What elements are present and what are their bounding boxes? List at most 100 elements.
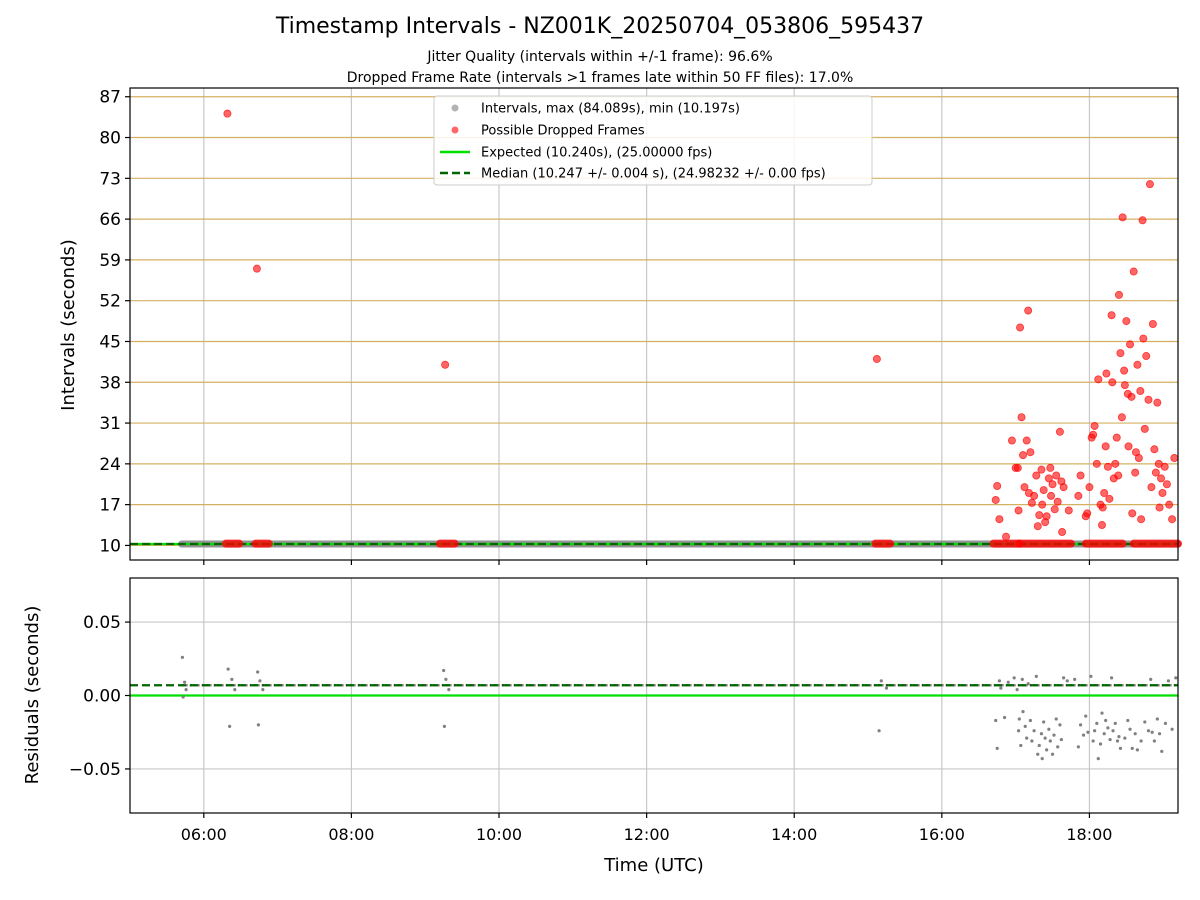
intervals-y-tick-label: 38	[99, 373, 121, 393]
legend-label-median: Median (10.247 +/- 0.004 s), (24.98232 +…	[481, 167, 826, 182]
dropped-frame-point	[1155, 503, 1164, 512]
dropped-frame-point	[1137, 515, 1146, 524]
dropped-frame-point	[1024, 306, 1033, 315]
dropped-frame-point	[1007, 436, 1016, 445]
residual-point	[1106, 726, 1110, 730]
y-axis-label-intervals: Intervals (seconds)	[58, 239, 79, 411]
residual-point	[1160, 749, 1164, 753]
dropped-frame-point	[1026, 448, 1035, 457]
dropped-frame-point	[1055, 427, 1064, 436]
dropped-frame-subtitle: Dropped Frame Rate (intervals >1 frames …	[346, 70, 854, 86]
residual-point	[230, 677, 234, 681]
residual-point	[1006, 680, 1010, 684]
residual-point	[1117, 735, 1121, 739]
legend-label-dropped: Possible Dropped Frames	[481, 124, 645, 139]
residual-point	[1058, 723, 1062, 727]
residual-point	[1016, 729, 1021, 733]
dropped-frame-point	[1136, 387, 1145, 396]
dropped-frame-point	[1126, 340, 1135, 349]
residual-point	[1034, 674, 1038, 679]
residual-point	[226, 667, 230, 671]
dropped-frame-point	[1118, 213, 1127, 222]
x-tick-label: 14:00	[771, 825, 817, 844]
residual-point	[442, 724, 446, 728]
residual-point	[1028, 718, 1032, 723]
residuals-y-tick-label: 0.05	[83, 613, 121, 633]
residual-point	[181, 695, 185, 699]
residual-point	[884, 686, 889, 690]
residual-point	[1059, 737, 1063, 742]
dropped-frame-point	[223, 109, 232, 118]
residual-point	[1025, 736, 1029, 740]
residual-point	[1002, 715, 1007, 720]
dropped-frame-point	[1092, 459, 1101, 468]
dropped-frame-point	[1013, 463, 1022, 472]
dropped-frame-point	[1153, 398, 1162, 407]
residual-point	[1139, 739, 1143, 743]
dropped-frame-point	[1117, 413, 1126, 422]
dropped-frame-point	[1142, 352, 1151, 361]
residual-point	[256, 670, 260, 674]
residual-point	[879, 679, 883, 683]
residual-point	[1030, 739, 1034, 743]
intervals-y-tick-label: 73	[99, 169, 121, 189]
dropped-frame-point	[1017, 413, 1026, 422]
residual-point	[1073, 677, 1077, 681]
residual-point	[1026, 682, 1030, 686]
residual-point	[1012, 676, 1016, 680]
intervals-y-tick-label: 80	[99, 129, 121, 149]
dropped-frame-point	[1150, 445, 1159, 454]
dropped-frame-point	[1138, 216, 1147, 225]
residual-point	[1048, 739, 1052, 743]
intervals-y-tick-label: 66	[99, 210, 121, 230]
dropped-frame-point	[1124, 442, 1133, 451]
dropped-frame-point	[1038, 500, 1047, 509]
residual-point	[256, 723, 261, 727]
residual-point	[1036, 752, 1040, 756]
dropped-frame-point	[1165, 500, 1174, 509]
residual-point	[1037, 743, 1041, 748]
residual-point	[1043, 736, 1047, 740]
dropped-frame-point	[1022, 436, 1031, 445]
residual-point	[1039, 732, 1044, 736]
dropped-frame-point	[1002, 532, 1011, 541]
dropped-frame-point	[1101, 442, 1110, 451]
dropped-frame-point	[1122, 317, 1131, 326]
intervals-y-tick-label: 45	[99, 332, 121, 352]
dropped-frame-point	[1114, 471, 1123, 480]
residual-point	[184, 688, 188, 692]
residual-point	[1078, 723, 1083, 727]
dropped-frame-point	[1052, 471, 1061, 480]
legend-marker-intervals	[451, 104, 459, 112]
dropped-frame-point	[1019, 451, 1028, 460]
residual-point	[1017, 717, 1021, 721]
dropped-frame-point	[1103, 462, 1112, 471]
dropped-frame-point	[1100, 488, 1109, 497]
intervals-y-tick-label: 87	[99, 88, 121, 108]
dropped-frame-point	[1107, 311, 1116, 320]
residual-point	[1023, 724, 1027, 728]
residual-point	[997, 679, 1001, 683]
residual-point	[1135, 748, 1140, 752]
residual-point	[1150, 730, 1154, 734]
intervals-y-tick-label: 31	[99, 414, 121, 434]
intervals-y-tick-label: 59	[99, 251, 121, 271]
dropped-frame-point	[872, 354, 881, 363]
dropped-frame-point	[1050, 505, 1059, 514]
residual-point	[1102, 732, 1106, 736]
dropped-frame-point	[1037, 465, 1046, 474]
residual-point	[1133, 732, 1137, 736]
dropped-frame-point	[991, 495, 1000, 504]
dropped-frame-point	[1129, 267, 1138, 276]
dropped-frame-point	[1102, 369, 1111, 378]
residual-point	[1020, 677, 1024, 681]
residual-point	[1032, 729, 1036, 733]
dropped-frame-point	[1064, 506, 1073, 515]
residual-point	[1084, 714, 1088, 718]
dropped-frame-point	[993, 481, 1002, 490]
dropped-frame-point	[1158, 488, 1167, 497]
residual-point	[1109, 676, 1114, 680]
residual-point	[1128, 727, 1132, 731]
intervals-y-tick-label: 52	[99, 292, 121, 312]
x-tick-label: 18:00	[1066, 825, 1112, 844]
